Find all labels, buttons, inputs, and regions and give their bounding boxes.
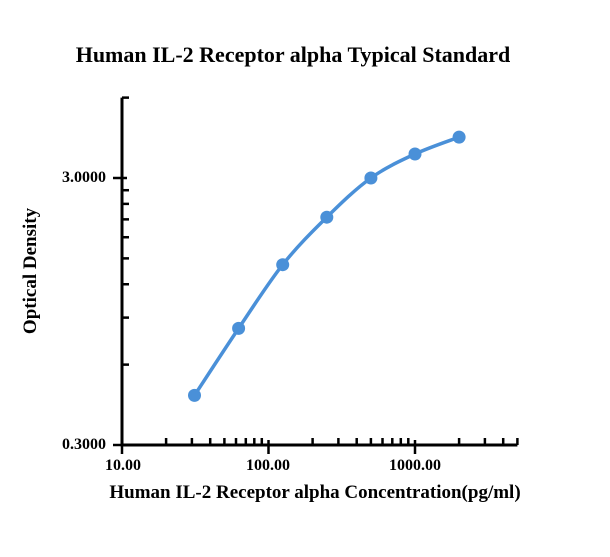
x-tick-label-10: 10.00 bbox=[105, 457, 141, 474]
x-tick-label-1000: 1000.00 bbox=[389, 457, 441, 474]
data-point-marker bbox=[452, 130, 466, 144]
y-tick-label-0-3: 0.3000 bbox=[62, 436, 106, 453]
data-point-marker bbox=[408, 147, 422, 161]
data-point-marker bbox=[364, 171, 378, 185]
standard-curve-line bbox=[192, 135, 461, 398]
x-axis-title: Human IL-2 Receptor alpha Concentration(… bbox=[109, 482, 521, 503]
chart-title: Human IL-2 Receptor alpha Typical Standa… bbox=[75, 42, 511, 67]
x-tick-label-100: 100.00 bbox=[246, 457, 290, 474]
data-point-marker bbox=[320, 210, 334, 224]
data-point-marker bbox=[232, 321, 246, 335]
y-tick-label-3: 3.0000 bbox=[62, 169, 106, 186]
data-point-marker bbox=[188, 388, 201, 402]
data-point-marker bbox=[276, 258, 290, 272]
